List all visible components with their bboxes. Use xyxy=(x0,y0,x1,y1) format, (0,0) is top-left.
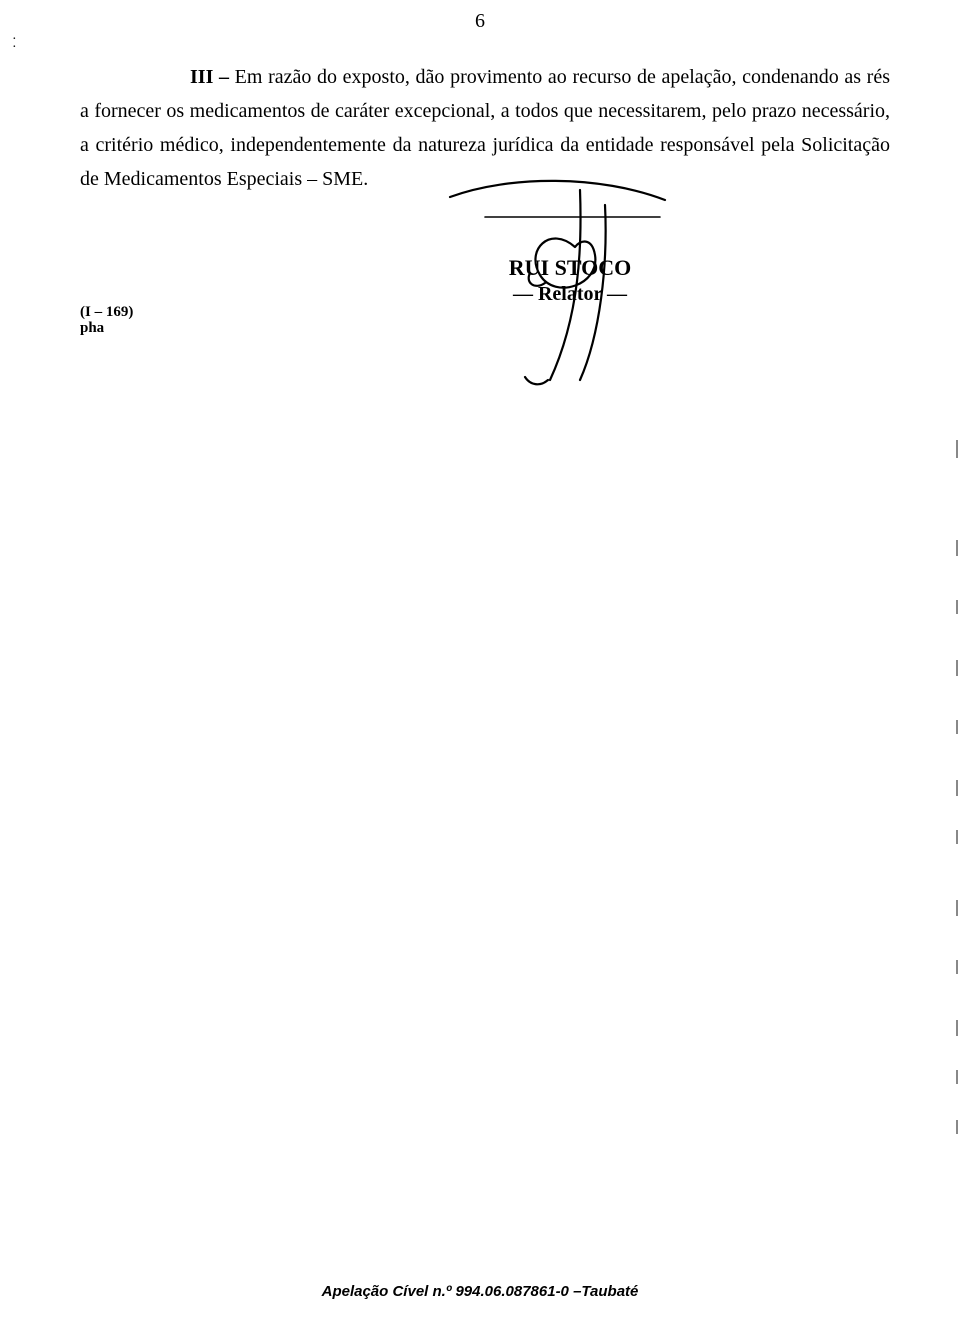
scan-artifact xyxy=(956,440,958,458)
scan-artifact xyxy=(956,1070,958,1084)
page-number: 6 xyxy=(475,10,485,33)
footer-case-reference: Apelação Cível n.º 994.06.087861-0 –Taub… xyxy=(0,1283,960,1300)
scan-artifact xyxy=(956,540,958,556)
scan-artifact xyxy=(956,660,958,676)
scan-artifact xyxy=(956,960,958,974)
document-page: 6 ·· III – Em razão do exposto, dão prov… xyxy=(0,0,960,1318)
scan-artifact xyxy=(956,600,958,614)
reference-line-1: (I – 169) xyxy=(80,304,133,320)
signatory-name: RUI STOCO xyxy=(440,255,700,281)
body-paragraph: III – Em razão do exposto, dão proviment… xyxy=(80,60,890,196)
scan-artifact xyxy=(956,780,958,796)
scan-artifact xyxy=(956,720,958,734)
scan-artifact xyxy=(956,900,958,916)
margin-marks: ·· xyxy=(12,36,17,52)
scan-artifact xyxy=(956,830,958,844)
paragraph-lead: III – xyxy=(190,66,229,88)
scan-artifact xyxy=(956,1120,958,1134)
signature-block: RUI STOCO — Relator — xyxy=(440,255,700,307)
reference-code: (I – 169) pha xyxy=(80,304,133,336)
reference-line-2: pha xyxy=(80,320,133,336)
signatory-role: — Relator — xyxy=(440,281,700,307)
scan-artifact xyxy=(956,1020,958,1036)
